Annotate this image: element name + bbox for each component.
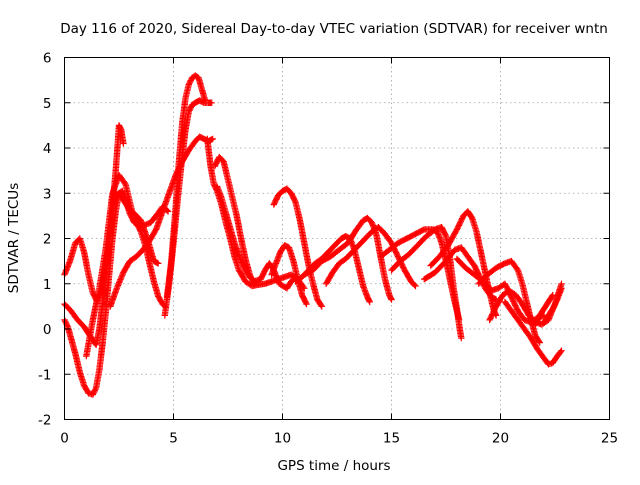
series-arc-12: [268, 242, 310, 308]
series-arc-4: [83, 171, 162, 360]
y-tick-label: 4: [43, 141, 52, 157]
data-layer: [61, 72, 565, 398]
series-arc-6: [161, 97, 215, 319]
data-point: [121, 179, 128, 187]
data-point: [412, 282, 419, 290]
series-arc-7: [163, 72, 209, 301]
chart-title: Day 116 of 2020, Sidereal Day-to-day VTE…: [60, 21, 608, 37]
y-tick-label: -2: [38, 413, 51, 429]
data-point: [318, 303, 325, 310]
x-tick-label: 10: [274, 431, 291, 447]
data-point: [120, 140, 127, 147]
y-axis-label: SDTVAR / TECUs: [6, 183, 22, 293]
data-point: [411, 281, 418, 289]
data-point: [208, 99, 215, 106]
y-tick-label: 1: [43, 277, 52, 293]
data-point: [317, 302, 325, 309]
data-point: [303, 300, 310, 308]
series-arc-9: [211, 153, 258, 287]
data-point: [201, 97, 209, 104]
series-arc-3: [61, 187, 172, 398]
data-point: [116, 279, 123, 286]
x-tick-label: 25: [601, 431, 618, 447]
series-arc-11: [270, 185, 325, 310]
y-tick-label: 6: [43, 51, 52, 67]
x-tick-label: 20: [492, 431, 509, 447]
data-point: [164, 208, 172, 215]
series-arc-14: [301, 214, 395, 303]
x-axis-label: GPS time / hours: [277, 458, 390, 474]
x-tick-label: 0: [60, 431, 69, 447]
data-point: [388, 296, 395, 303]
x-tick-label: 5: [169, 431, 178, 447]
data-point: [209, 135, 216, 143]
data-point: [119, 272, 126, 279]
y-tick-label: 5: [43, 96, 52, 112]
series-arc-19: [421, 244, 500, 303]
series-arc-5: [107, 133, 216, 310]
tick-labels: 0 5 10 15 20 25 -2 -1 0 1 2 3 4 5 6: [38, 51, 618, 447]
x-tick-label: 15: [383, 431, 400, 447]
data-point: [453, 226, 461, 233]
y-tick-label: 3: [43, 186, 52, 202]
y-tick-label: 0: [43, 322, 52, 338]
data-point: [155, 260, 162, 267]
y-tick-label: 2: [43, 232, 52, 248]
y-tick-label: -1: [38, 367, 51, 383]
data-point: [366, 298, 373, 306]
data-point: [458, 334, 465, 342]
